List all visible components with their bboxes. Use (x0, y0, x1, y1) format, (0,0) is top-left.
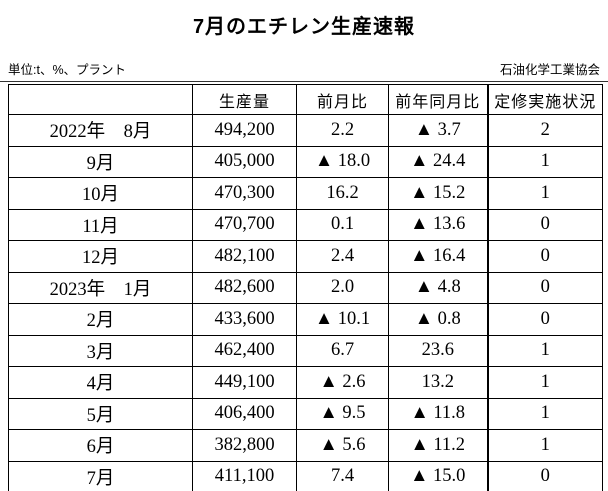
maintenance-cell: 1 (486, 397, 603, 430)
maintenance-cell: 2 (486, 114, 603, 147)
yoy-cell: ▲ 3.7 (388, 114, 488, 147)
table-row: 5月 406,400 ▲ 9.5 ▲ 11.8 1 (8, 397, 603, 430)
mom-cell: ▲ 18.0 (296, 145, 389, 178)
yoy-cell: 23.6 (388, 334, 488, 367)
table-row: 7月 411,100 7.4 ▲ 15.0 0 (8, 460, 603, 491)
production-cell: 470,300 (192, 177, 297, 210)
month-cell: 7月 (8, 460, 193, 491)
month-cell: 2月 (8, 303, 193, 336)
production-cell: 494,200 (192, 114, 297, 147)
mom-cell: 0.1 (296, 208, 389, 241)
mom-cell: ▲ 2.6 (296, 366, 389, 399)
month-cell: 3月 (8, 334, 193, 367)
yoy-cell: ▲ 24.4 (388, 145, 488, 178)
yoy-cell: ▲ 11.2 (388, 429, 488, 462)
maintenance-cell: 1 (486, 334, 603, 367)
maintenance-cell: 1 (486, 366, 603, 399)
mom-cell: ▲ 5.6 (296, 429, 389, 462)
yoy-cell: ▲ 16.4 (388, 240, 488, 273)
production-cell: 482,100 (192, 240, 297, 273)
production-cell: 482,600 (192, 271, 297, 304)
column-header-month (8, 84, 193, 115)
production-cell: 411,100 (192, 460, 297, 491)
production-table: 生産量 前月比 前年同月比 定修実施状況 2022年 8月 494,200 2.… (8, 84, 603, 491)
month-cell: 2022年 8月 (8, 114, 193, 147)
mom-cell: 7.4 (296, 460, 389, 491)
month-cell: 2023年 1月 (8, 271, 193, 304)
unit-note: 単位:t、%、プラント (8, 63, 127, 77)
column-header-mom: 前月比 (296, 84, 389, 115)
column-header-maintenance: 定修実施状況 (486, 84, 603, 115)
month-cell: 11月 (8, 208, 193, 241)
page-title: 7月のエチレン生産速報 (192, 16, 416, 38)
maintenance-cell: 0 (486, 208, 603, 241)
yoy-cell: ▲ 0.8 (388, 303, 488, 336)
meta-row: 単位:t、%、プラント 石油化学工業協会 (0, 59, 608, 82)
table-row: 2023年 1月 482,600 2.0 ▲ 4.8 0 (8, 271, 603, 304)
mom-cell: 2.4 (296, 240, 389, 273)
maintenance-cell: 1 (486, 429, 603, 462)
mom-cell: ▲ 9.5 (296, 397, 389, 430)
production-cell: 382,800 (192, 429, 297, 462)
yoy-cell: ▲ 15.2 (388, 177, 488, 210)
production-cell: 433,600 (192, 303, 297, 336)
month-cell: 12月 (8, 240, 193, 273)
yoy-cell: ▲ 4.8 (388, 271, 488, 304)
month-cell: 10月 (8, 177, 193, 210)
production-cell: 462,400 (192, 334, 297, 367)
maintenance-cell: 1 (486, 145, 603, 178)
month-cell: 6月 (8, 429, 193, 462)
month-cell: 5月 (8, 397, 193, 430)
maintenance-cell: 0 (486, 460, 603, 491)
month-cell: 4月 (8, 366, 193, 399)
table-row: 12月 482,100 2.4 ▲ 16.4 0 (8, 240, 603, 273)
table-row: 2月 433,600 ▲ 10.1 ▲ 0.8 0 (8, 303, 603, 336)
table-row: 10月 470,300 16.2 ▲ 15.2 1 (8, 177, 603, 210)
mom-cell: 2.0 (296, 271, 389, 304)
maintenance-cell: 1 (486, 177, 603, 210)
column-header-production: 生産量 (192, 84, 297, 115)
header-row: 生産量 前月比 前年同月比 定修実施状況 (8, 84, 603, 115)
table-row: 9月 405,000 ▲ 18.0 ▲ 24.4 1 (8, 145, 603, 178)
mom-cell: 6.7 (296, 334, 389, 367)
maintenance-cell: 0 (486, 271, 603, 304)
table-row: 6月 382,800 ▲ 5.6 ▲ 11.2 1 (8, 429, 603, 462)
production-cell: 405,000 (192, 145, 297, 178)
yoy-cell: 13.2 (388, 366, 488, 399)
table-row: 4月 449,100 ▲ 2.6 13.2 1 (8, 366, 603, 399)
production-cell: 470,700 (192, 208, 297, 241)
mom-cell: ▲ 10.1 (296, 303, 389, 336)
yoy-cell: ▲ 13.6 (388, 208, 488, 241)
production-cell: 449,100 (192, 366, 297, 399)
month-cell: 9月 (8, 145, 193, 178)
column-header-yoy: 前年同月比 (388, 84, 488, 115)
mom-cell: 16.2 (296, 177, 389, 210)
mom-cell: 2.2 (296, 114, 389, 147)
maintenance-cell: 0 (486, 240, 603, 273)
maintenance-cell: 0 (486, 303, 603, 336)
organization-label: 石油化学工業協会 (499, 63, 600, 77)
table-row: 11月 470,700 0.1 ▲ 13.6 0 (8, 208, 603, 241)
yoy-cell: ▲ 15.0 (388, 460, 488, 491)
table-row: 3月 462,400 6.7 23.6 1 (8, 334, 603, 367)
table-row: 2022年 8月 494,200 2.2 ▲ 3.7 2 (8, 114, 603, 147)
production-cell: 406,400 (192, 397, 297, 430)
yoy-cell: ▲ 11.8 (388, 397, 488, 430)
